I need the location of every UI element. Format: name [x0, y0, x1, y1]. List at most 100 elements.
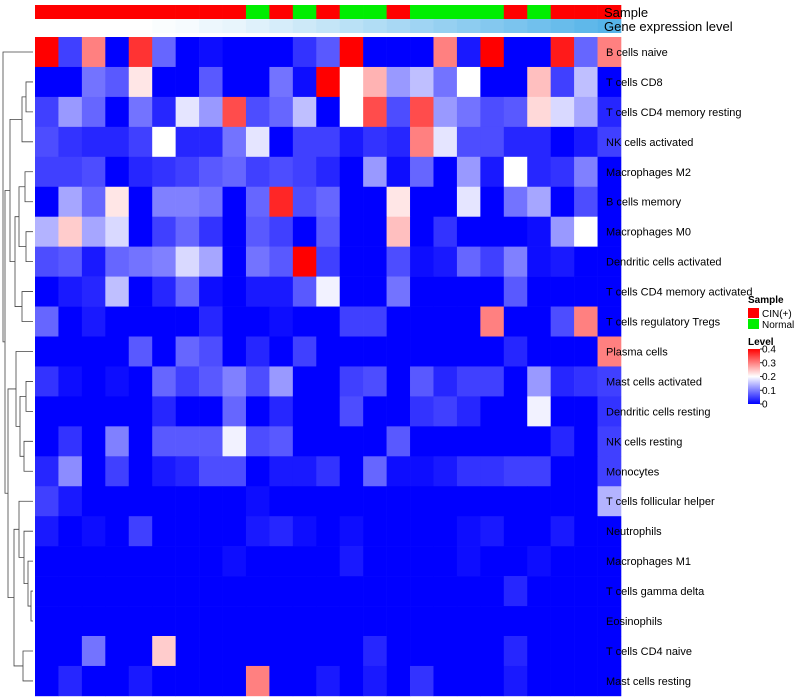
heatmap-cell [175, 665, 200, 697]
heatmap-cell [503, 665, 528, 697]
sample-cell [245, 5, 270, 19]
heatmap-cell [105, 336, 130, 367]
heatmap-cell [35, 276, 59, 307]
heatmap-cell [574, 306, 598, 337]
gene-level-cell [363, 19, 387, 33]
heatmap-cell [410, 516, 434, 547]
row-label: T cells CD4 naive [606, 646, 692, 658]
heatmap-cell [292, 665, 317, 697]
heatmap-cell [480, 96, 505, 128]
heatmap-cell [105, 665, 130, 697]
gene-level-cell [597, 19, 622, 33]
heatmap-cell [410, 66, 434, 98]
heatmap-cell [456, 516, 481, 547]
heatmap-cell [292, 37, 317, 68]
heatmap-cell [363, 186, 387, 217]
heatmap-cell [245, 546, 270, 577]
heatmap-cell [81, 216, 106, 247]
heatmap-cell [386, 516, 411, 547]
heatmap-cell [527, 576, 551, 607]
heatmap-cell [456, 306, 481, 337]
heatmap-cell [245, 276, 270, 307]
heatmap-cell [105, 246, 130, 277]
heatmap-cell [269, 486, 294, 517]
heatmap-cell [199, 456, 223, 487]
heatmap-cell [35, 186, 59, 217]
heatmap-cell [245, 426, 270, 457]
heatmap-cell [269, 606, 294, 637]
heatmap-cell [175, 366, 200, 397]
gene-level-cell [339, 19, 364, 33]
heatmap-cell [245, 66, 270, 98]
heatmap-cell [550, 606, 575, 637]
gene-level-cell [410, 19, 434, 33]
heatmap-cell [550, 546, 575, 577]
heatmap-cell [269, 546, 294, 577]
dendrogram-link [30, 590, 33, 622]
sample-cell [58, 5, 83, 19]
heatmap-cell [433, 396, 458, 427]
heatmap-cell [503, 37, 528, 68]
heatmap-cell [269, 665, 294, 697]
heatmap-cell [222, 306, 247, 337]
heatmap-cell [550, 486, 575, 517]
sample-cell [574, 5, 598, 19]
heatmap-cell [550, 156, 575, 188]
heatmap-cell [152, 456, 176, 487]
heatmap-cell [81, 156, 106, 188]
heatmap-cell [480, 37, 505, 68]
heatmap-cell [550, 426, 575, 457]
heatmap-cell [81, 665, 106, 697]
heatmap-cell [35, 576, 59, 607]
heatmap-cell [339, 546, 364, 577]
heatmap-cell [35, 546, 59, 577]
heatmap-cell [456, 37, 481, 68]
heatmap-cell [58, 366, 83, 397]
heatmap-cell [339, 126, 364, 158]
heatmap-cell [480, 216, 505, 247]
heatmap-cell [81, 516, 106, 547]
heatmap-cell [222, 66, 247, 98]
heatmap-cell [128, 306, 153, 337]
heatmap-cell [222, 636, 247, 667]
heatmap-cell [81, 96, 106, 128]
heatmap-cell [386, 336, 411, 367]
heatmap-cell [199, 126, 223, 158]
legend-sample-title: Sample [748, 295, 784, 306]
heatmap-cell [597, 456, 622, 487]
heatmap-cell [152, 665, 176, 697]
heatmap-cell [58, 306, 83, 337]
heatmap-cell [35, 126, 59, 158]
row-dendrogram [2, 51, 33, 682]
heatmap-cell [35, 306, 59, 337]
heatmap-cell [81, 366, 106, 397]
heatmap-cell [410, 156, 434, 188]
heatmap-cell [456, 665, 481, 697]
heatmap-cell [35, 96, 59, 128]
heatmap-cell [456, 576, 481, 607]
heatmap-cell [597, 96, 622, 128]
heatmap-cell [316, 186, 341, 217]
heatmap-cell [35, 216, 59, 247]
heatmap-cell [527, 66, 551, 98]
heatmap-cell [363, 37, 387, 68]
heatmap-cell [527, 486, 551, 517]
heatmap-cell [503, 246, 528, 277]
heatmap-cell [433, 186, 458, 217]
heatmap-cell [222, 486, 247, 517]
heatmap-cell [316, 216, 341, 247]
gene-level-cell [152, 19, 176, 33]
heatmap-cell [58, 636, 83, 667]
heatmap-cell [386, 396, 411, 427]
heatmap-cell [550, 216, 575, 247]
heatmap-cell [410, 576, 434, 607]
heatmap-cell [574, 156, 598, 188]
heatmap-cell [81, 306, 106, 337]
gene-level-cell [105, 19, 130, 33]
heatmap-cell [128, 186, 153, 217]
row-label: NK cells resting [606, 436, 682, 448]
heatmap-cell [128, 96, 153, 128]
sample-cell [128, 5, 153, 19]
row-labels: B cells naive T cells CD8 T cells CD4 memo… [606, 47, 753, 688]
heatmap-cell [597, 516, 622, 547]
